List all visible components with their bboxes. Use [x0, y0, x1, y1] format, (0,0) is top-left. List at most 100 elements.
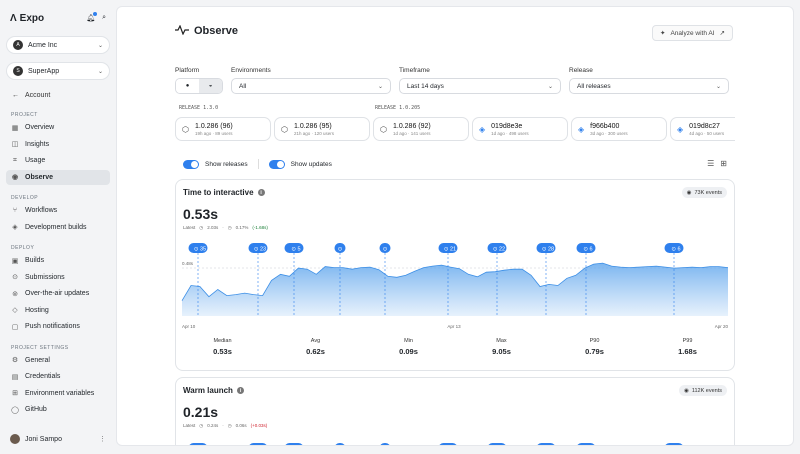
warm-launch-card: Warm launch i ◉ 112K events 0.21s Latest…	[175, 377, 735, 445]
card-title: Warm launch i	[183, 386, 244, 395]
latest-delta: (+0.03s)	[250, 423, 268, 428]
general-icon: ⚙	[11, 357, 19, 365]
sidebar-item-over-the-air-updates[interactable]: ⊚ Over-the-air updates	[6, 286, 110, 302]
chart-toggles: Show releases Show updates	[183, 159, 332, 169]
expo-logo-icon: Λ	[10, 12, 17, 24]
release-card[interactable]: ⬡ 1.0.286 (96) 19h ago · 89 users	[175, 117, 271, 141]
timeframe-value: Last 14 days	[407, 82, 444, 90]
org-selector[interactable]: A Acme Inc ⌄	[6, 36, 110, 54]
release-meta: 19h ago · 89 users	[194, 130, 233, 136]
show-updates-toggle[interactable]	[268, 159, 285, 169]
warm-launch-chart: ⊙ 28 ⊙ 22 ⊙ 4 ⊙ ⊙ ⊙ 20 ⊙ 22 ⊙ 25 ⊙ 8 ⊙ 6	[189, 443, 683, 445]
release-group-label: RELEASE 1.3.0	[179, 105, 219, 111]
show-updates-label: Show updates	[290, 160, 332, 168]
timeframe-select[interactable]: Last 14 days ⌄	[399, 78, 561, 94]
android-icon[interactable]: ◒	[199, 79, 222, 93]
sidebar-item-general[interactable]: ⚙ General	[6, 353, 110, 369]
stat-max: Max 9.05s	[455, 338, 548, 356]
sidebar-item-submissions[interactable]: ⊙ Submissions	[6, 270, 110, 286]
build-box-icon: ⬡	[182, 124, 189, 134]
sidebar-item-label: Insights	[25, 140, 50, 148]
environments-label: Environments	[231, 67, 271, 74]
release-marker	[664, 243, 684, 253]
release-marker	[487, 243, 507, 253]
credentials-icon: ▤	[11, 373, 19, 381]
apple-icon[interactable]: ●	[176, 79, 199, 93]
tti-chart: 0.48s ⊙ 35 ⊙ 23 ⊙ 5 ⊙ ⊙ ⊙ 21 ⊙ 22 ⊙ 28 ⊙ 6 ⊙ 6 Apr …	[181, 243, 729, 329]
view-switcher: ☰ ⊞	[707, 159, 727, 168]
clock-icon: ◷	[227, 225, 232, 230]
back-to-account-link[interactable]: ← Account	[6, 88, 110, 102]
sidebar-item-observe[interactable]: ◉ Observe	[6, 169, 110, 185]
sidebar-item-credentials[interactable]: ▤ Credentials	[6, 369, 110, 385]
latest-row: Latest ◷ 0.24s · ◷ 0.06s (+0.03s)	[183, 423, 268, 428]
stat-value: 9.05s	[492, 347, 511, 356]
series-area	[182, 263, 728, 316]
show-releases-label: Show releases	[205, 160, 248, 168]
release-card[interactable]: ⬡ 1.0.286 (95) 21h ago · 120 users	[274, 117, 370, 141]
update-layers-icon: ◈	[479, 124, 486, 134]
sidebar-item-overview[interactable]: ▦ Overview	[6, 120, 110, 136]
sidebar-item-label: Development builds	[25, 223, 87, 231]
release-card[interactable]: ◈ 019d8c27 4d ago · 50 users	[670, 117, 735, 141]
back-label: Account	[25, 91, 51, 99]
release-marker-label: ⊙ 5	[291, 247, 300, 253]
notifications-bell-icon[interactable]: 🔔︎	[86, 12, 97, 22]
project-selector[interactable]: S SuperApp ⌄	[6, 62, 110, 80]
analyze-with-ai-button[interactable]: ✦ Analyze with AI ↗	[652, 25, 733, 41]
user-avatar	[10, 434, 20, 444]
page-title: Observe	[194, 25, 239, 37]
stat-avg: Avg 0.62s	[269, 338, 362, 356]
update-layers-icon: ◈	[578, 124, 585, 134]
sidebar-item-github[interactable]: ◯ GitHub	[6, 402, 110, 418]
org-avatar: A	[13, 40, 23, 50]
user-menu[interactable]: Joni Sampo ⋮	[6, 432, 110, 446]
sidebar-item-hosting[interactable]: ◇ Hosting	[6, 303, 110, 319]
release-marker	[576, 243, 596, 253]
hosting-icon: ◇	[12, 307, 18, 315]
sidebar-item-builds[interactable]: ▣ Builds	[6, 253, 110, 269]
card-title: Time to interactive i	[183, 188, 265, 197]
release-meta: 3d ago · 300 users	[590, 130, 628, 136]
info-icon[interactable]: i	[257, 189, 265, 196]
project-name: SuperApp	[28, 67, 60, 75]
release-marker	[380, 443, 390, 445]
release-select[interactable]: All releases ⌄	[569, 78, 729, 94]
sidebar-item-push-notifications[interactable]: ▢ Push notifications	[6, 319, 110, 335]
sidebar-item-label: Workflows	[25, 207, 58, 215]
environments-select[interactable]: All ⌄	[231, 78, 391, 94]
github-icon: ◯	[11, 406, 19, 414]
sidebar: Λ Expo 🔔︎ ⌕ A Acme Inc ⌄ S SuperApp ⌄ ← …	[0, 0, 116, 454]
x-tick-label: Apr 20	[715, 324, 729, 329]
info-icon[interactable]: i	[236, 387, 244, 394]
stat-p99: P99 1.68s	[641, 338, 734, 356]
release-card[interactable]: ◈ f966b400 3d ago · 300 users	[571, 117, 667, 141]
release-marker-label: ⊙ 21	[444, 247, 456, 253]
sidebar-item-workflows[interactable]: ⑂ Workflows	[6, 203, 110, 219]
events-count: 112K events	[691, 387, 722, 394]
platform-toggle[interactable]: ● ◒	[175, 78, 223, 94]
stats-row: Median 0.53s Avg 0.62s Min 0.09s Max 9.05s P90 0.…	[176, 338, 734, 356]
metric-value: 0.21s	[183, 404, 219, 420]
section-project-settings: PROJECT SETTINGS	[11, 344, 69, 351]
sidebar-item-environment-variables[interactable]: ⊞ Environment variables	[6, 386, 110, 402]
external-link-icon: ↗	[719, 30, 725, 37]
more-vertical-icon[interactable]: ⋮	[99, 436, 106, 443]
list-view-icon[interactable]: ☰	[707, 159, 715, 168]
search-icon[interactable]: ⌕	[102, 14, 106, 21]
grid-view-icon[interactable]: ⊞	[720, 159, 727, 168]
chevron-down-icon: ⌄	[715, 83, 721, 90]
eye-icon: ◉	[684, 387, 689, 394]
overview-icon: ▦	[11, 124, 19, 132]
sidebar-item-usage[interactable]: ⌗ Usage	[6, 153, 110, 169]
release-marker	[577, 443, 595, 445]
observe-icon: ◉	[11, 174, 19, 182]
release-card[interactable]: ⬡ 1.0.286 (92) 1d ago · 141 users	[373, 117, 469, 141]
release-marker	[188, 243, 208, 253]
show-releases-toggle[interactable]	[183, 159, 199, 169]
sidebar-item-development-builds[interactable]: ◈ Development builds	[6, 220, 110, 236]
release-card[interactable]: ◈ 019d8e3e 1d ago · 498 users	[472, 117, 568, 141]
build-box-icon: ⬡	[380, 124, 387, 134]
sidebar-item-insights[interactable]: ◫ Insights	[6, 137, 110, 153]
section-develop: DEVELOP	[11, 195, 39, 201]
